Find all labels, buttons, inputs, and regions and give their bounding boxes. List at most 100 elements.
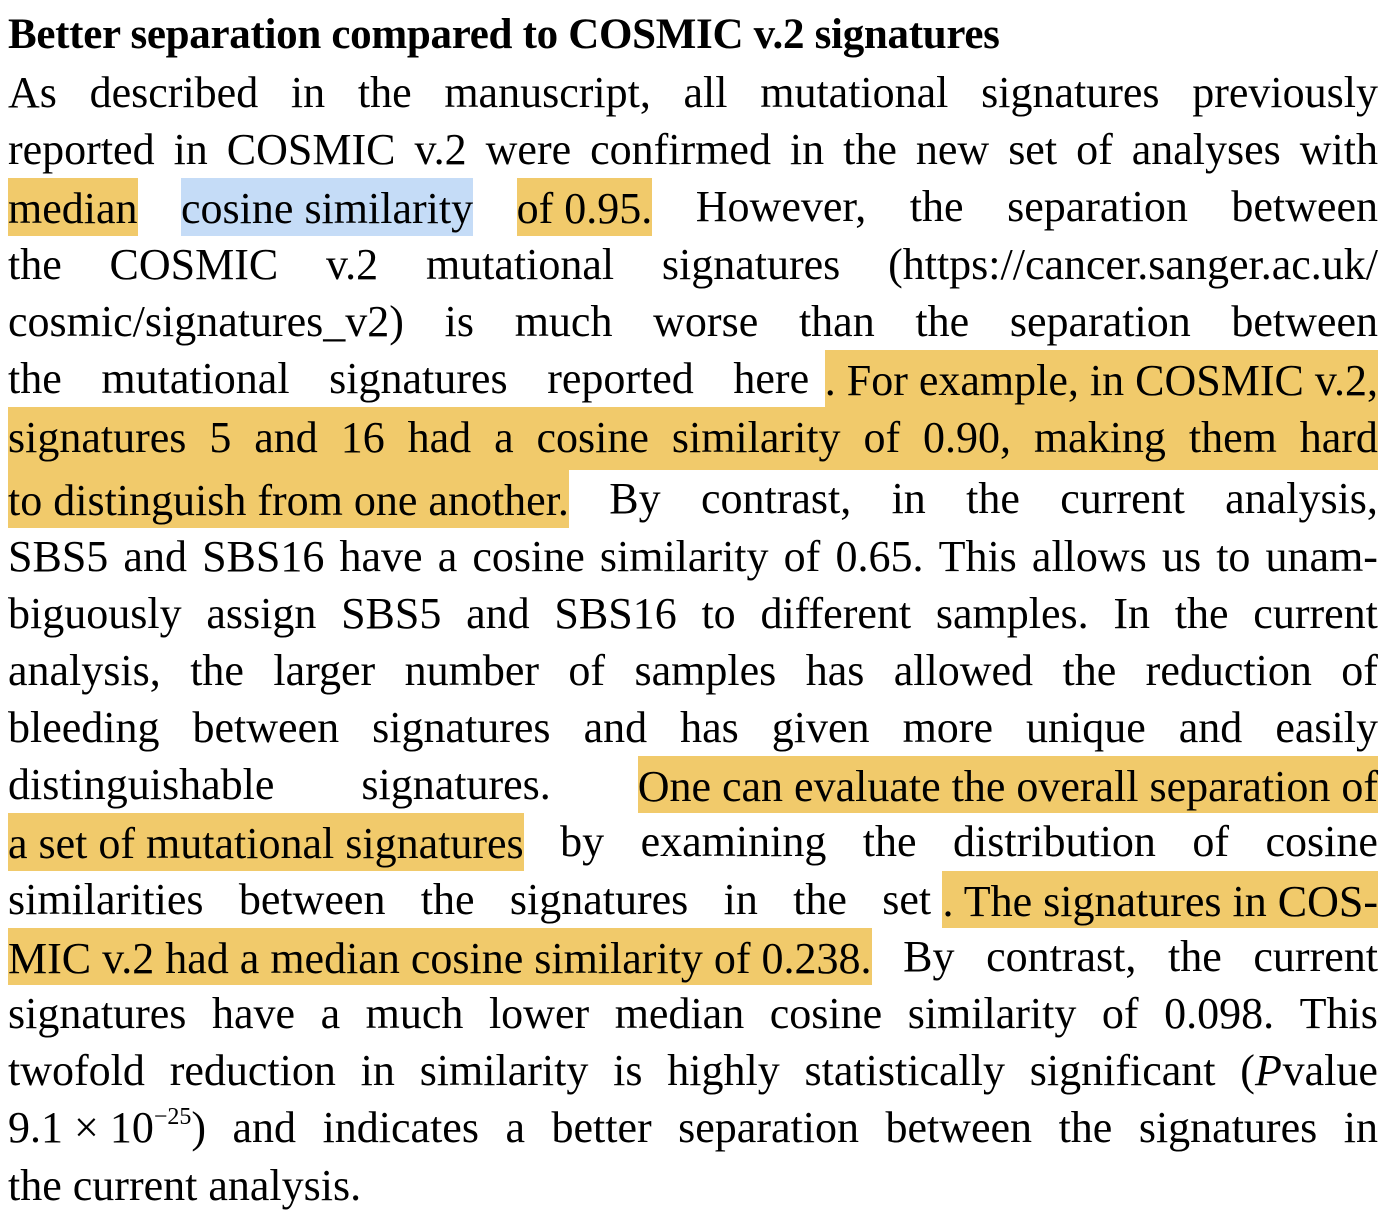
text-word: SBS5 [8,531,109,581]
text-word: between [238,874,386,924]
highlight-median: median [8,178,138,236]
text-line: reported in COSMIC v.2 were confirmed in… [8,121,1378,178]
text-word: 16 [340,413,385,463]
text-word: cosine [1265,817,1378,867]
text-word: signatures [8,413,187,463]
text-word: between [885,1103,1033,1153]
text-line: the COSMIC v.2 mutational signatures (ht… [8,236,1378,293]
text-word: here [733,353,810,403]
text-line: the mutational signatures reported here … [8,349,1378,408]
text-word: cosine [769,989,883,1038]
text-word: the [915,296,970,346]
p-value-number: 9.1 × 10−25) [8,1099,206,1156]
text-word: signatures [661,239,841,289]
text-line: cosmic/signatures_v2) is much worse than… [8,293,1378,350]
text-word: However, [695,182,867,232]
text-word: similarities [8,874,204,924]
text-word: SBS16 [554,588,677,638]
text-word: bleeding [8,703,160,753]
text-word: v.2 [326,239,379,289]
highlight-for-example: . For example, in COSMIC v.2, [824,349,1378,408]
text-word: by [560,817,605,867]
text-word: confirmed [590,125,771,175]
text-word: the [909,182,964,232]
text-word: have [211,989,296,1038]
text-word: analysis, [1225,474,1378,524]
text-word: current [72,1160,198,1210]
italic-p: P [1254,1046,1282,1096]
text-word: In [1113,588,1151,638]
text-word: the [190,645,244,695]
text-word: By [609,474,661,524]
section-heading: Better separation compared to COSMIC v.2… [8,11,1000,58]
text-word: twofold [8,1046,145,1096]
text-word: is [444,296,474,346]
text-line: the current analysis. [8,1157,1378,1214]
text-word: As [8,68,57,117]
text-word: has [680,703,739,753]
text-line: bleeding between signatures and has give… [8,699,1378,756]
text-word: of [783,531,821,581]
text-word: indicates [322,1103,479,1153]
text-word: number [404,645,539,695]
text-word: the [1058,1103,1113,1153]
highlight-hard-to-distinguish: to distinguish from one another. [8,470,569,528]
text-word: current [1253,931,1378,981]
text-word: different [760,588,912,638]
text-word: in [360,1046,395,1096]
text-word: much [365,989,464,1038]
document-page: Better separation compared to COSMIC v.2… [8,6,1378,1214]
highlight-median-0238: MIC v.2 had a median cosine similarity o… [8,927,872,985]
text-word: signatures. [361,760,551,810]
text-word: in [173,125,208,175]
text-word: signatures [8,989,187,1038]
text-word: SBS16 [202,531,325,581]
selection-cosine-similarity[interactable]: cosine similarity [181,178,474,236]
text-word: us [1161,531,1202,581]
text-word: in [789,125,825,175]
text-word: the [966,474,1020,524]
text-word: a [494,413,514,463]
text-word: significant [1029,1046,1216,1096]
highlight-of-095: of 0.95. [516,178,653,236]
text-word: samples. [935,588,1089,638]
text-word: signatures [329,353,508,403]
text-word: analyses [1131,125,1281,175]
text-word: between [192,703,340,753]
close-paren: ) [191,1103,207,1153]
text-word: between [1231,182,1378,232]
text-word: SBS5 [341,588,442,638]
text-word: reported [547,353,694,403]
text-word: of [1341,645,1378,695]
text-word: more [902,703,993,753]
text-word: previously [1192,68,1378,117]
text-word: in [1343,1103,1378,1153]
text-word: 5 [209,413,232,463]
text-word: value [1282,1046,1378,1096]
highlight-line-signatures-5-16: signatures 5 and 16 had a cosine similar… [8,407,1378,471]
text-word: median [614,989,745,1038]
text-word: analysis. [208,1160,362,1210]
text-word: samples [634,645,777,695]
text-word: signatures [981,68,1160,117]
text-word: biguously [8,588,182,638]
text-line: similarities between the signatures in t… [8,870,1378,928]
text-word: set [1008,125,1058,175]
text-word: similarity [599,531,769,581]
text-word: and [232,1103,297,1153]
text-word: in [891,474,926,524]
text-word: a [437,531,458,581]
text-word: unam- [1265,531,1378,581]
text-word: (https://cancer.sanger.ac.uk/ [888,239,1378,289]
text-word: separation [678,1103,859,1153]
text-word: the [357,68,412,117]
text-line: biguously assign SBS5 and SBS16 to diffe… [8,585,1378,642]
text-word: has [805,645,865,695]
text-word: 0.65. [835,531,924,581]
text-word: described [89,68,259,117]
text-word: and [254,413,318,463]
text-word: of [1076,125,1113,175]
text-line: SBS5 and SBS16 have a cosine similarity … [8,528,1378,585]
text-word: manuscript, [444,68,651,117]
text-word: contrast, [986,931,1137,981]
